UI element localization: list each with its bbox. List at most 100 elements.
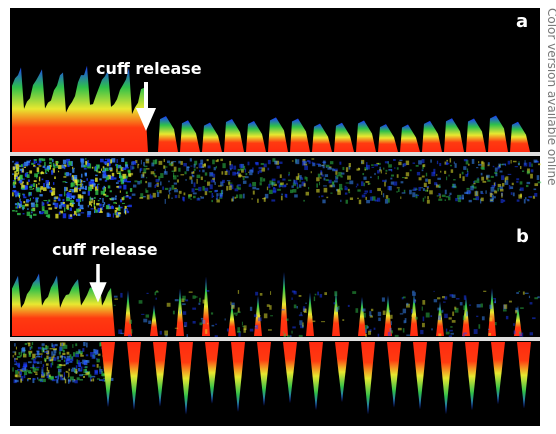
spectrum-noise xyxy=(51,187,56,191)
spectrum-noise xyxy=(15,361,17,366)
spectrum-noise xyxy=(220,194,222,197)
spectrum-noise xyxy=(459,302,463,306)
spectrum-noise xyxy=(440,170,442,173)
spectrum-noise xyxy=(23,364,28,368)
spectrum-noise xyxy=(347,188,350,192)
spectrum-noise xyxy=(173,182,178,185)
spectrum-noise xyxy=(321,170,323,176)
spectrum-noise xyxy=(212,178,215,180)
spectrum-noise xyxy=(234,188,239,192)
spectrum-noise xyxy=(72,166,74,170)
spectrum-shape xyxy=(514,305,522,336)
spectrum-noise xyxy=(249,183,251,185)
spectrum-noise xyxy=(103,191,105,195)
spectrum-noise xyxy=(237,184,241,187)
spectrum-noise xyxy=(149,193,152,199)
spectrum-noise xyxy=(272,181,276,185)
spectrum-noise xyxy=(257,170,260,175)
spectrum-noise xyxy=(103,379,106,382)
spectrum-noise xyxy=(364,190,369,193)
spectrum-noise xyxy=(27,199,31,202)
spectrum-noise xyxy=(451,294,456,298)
spectrum-noise xyxy=(51,351,53,356)
spectrum-noise xyxy=(142,173,145,177)
spectrum-noise xyxy=(70,356,73,360)
spectrum-noise xyxy=(475,196,480,201)
spectrum-noise xyxy=(459,196,462,200)
spectrum-noise xyxy=(385,169,388,172)
spectrum-noise xyxy=(211,199,213,203)
spectrum-noise xyxy=(444,161,447,165)
spectrum-noise xyxy=(442,296,445,299)
spectrum-noise xyxy=(382,310,386,315)
spectrum-noise xyxy=(247,161,250,166)
spectrum-noise xyxy=(242,193,245,199)
spectrum-noise xyxy=(15,164,20,169)
spectrum-noise xyxy=(370,314,373,317)
spectrum-noise xyxy=(469,304,472,306)
spectrum-noise xyxy=(316,177,320,182)
spectrum-noise xyxy=(221,189,224,195)
spectrum-noise xyxy=(115,163,117,167)
spectrum-noise xyxy=(91,198,93,204)
spectrum-noise xyxy=(336,175,339,179)
spectrum-noise xyxy=(361,159,365,165)
spectrum-noise xyxy=(521,170,525,173)
spectrum-noise xyxy=(51,187,53,189)
spectrum-noise xyxy=(93,199,95,205)
spectrum-noise xyxy=(54,196,59,199)
spectrum-noise xyxy=(86,342,88,348)
spectrum-noise xyxy=(436,183,438,186)
spectrum-noise xyxy=(406,302,409,306)
spectrum-noise xyxy=(184,171,187,175)
spectrum-noise xyxy=(65,362,67,365)
spectrum-noise xyxy=(454,306,457,310)
spectrum-noise xyxy=(156,192,160,198)
spectrum-noise xyxy=(516,199,520,202)
spectrum-noise xyxy=(83,180,86,183)
spectrum-noise xyxy=(12,182,15,186)
arrow xyxy=(135,82,157,131)
spectrum-noise xyxy=(446,159,448,162)
spectrum-noise xyxy=(81,180,83,183)
spectrum-noise xyxy=(59,204,62,209)
spectrum-noise xyxy=(50,363,52,368)
spectrum-noise xyxy=(377,311,382,317)
spectrum-noise xyxy=(387,331,391,336)
spectrum-noise xyxy=(122,167,127,171)
spectrum-noise xyxy=(176,179,179,183)
spectrum-noise xyxy=(14,357,16,363)
spectrum-noise xyxy=(473,180,475,184)
spectrum-noise xyxy=(331,184,336,188)
spectrum-noise xyxy=(215,323,218,325)
spectrum-noise xyxy=(49,161,52,164)
spectrum-noise xyxy=(163,166,168,168)
spectrum-shape xyxy=(378,124,398,152)
spectrum-noise xyxy=(63,165,66,170)
spectrum-noise xyxy=(89,376,92,382)
spectrum-noise xyxy=(102,166,105,169)
spectrum-noise xyxy=(151,162,155,167)
spectrum-noise xyxy=(130,165,134,170)
spectrum-noise xyxy=(94,186,99,192)
spectrum-noise xyxy=(274,160,278,165)
spectrum-noise xyxy=(449,158,452,163)
spectrum-noise xyxy=(30,208,35,212)
spectrum-noise xyxy=(41,201,43,207)
spectrum-noise xyxy=(87,204,89,208)
spectrum-noise xyxy=(126,208,128,212)
spectrum-noise xyxy=(72,379,75,383)
spectrum-noise xyxy=(435,174,438,176)
spectrum-noise xyxy=(399,159,403,161)
spectrum-noise xyxy=(72,352,76,357)
spectrum-noise xyxy=(524,292,529,295)
spectrum-noise xyxy=(63,176,67,178)
spectrum-noise xyxy=(357,189,361,192)
spectrum-noise xyxy=(79,374,83,377)
spectrum-noise xyxy=(62,159,67,165)
spectrum-noise xyxy=(362,172,365,176)
spectrum-noise xyxy=(292,189,297,193)
spectrum-noise xyxy=(384,181,386,187)
spectrum-noise xyxy=(125,161,128,166)
